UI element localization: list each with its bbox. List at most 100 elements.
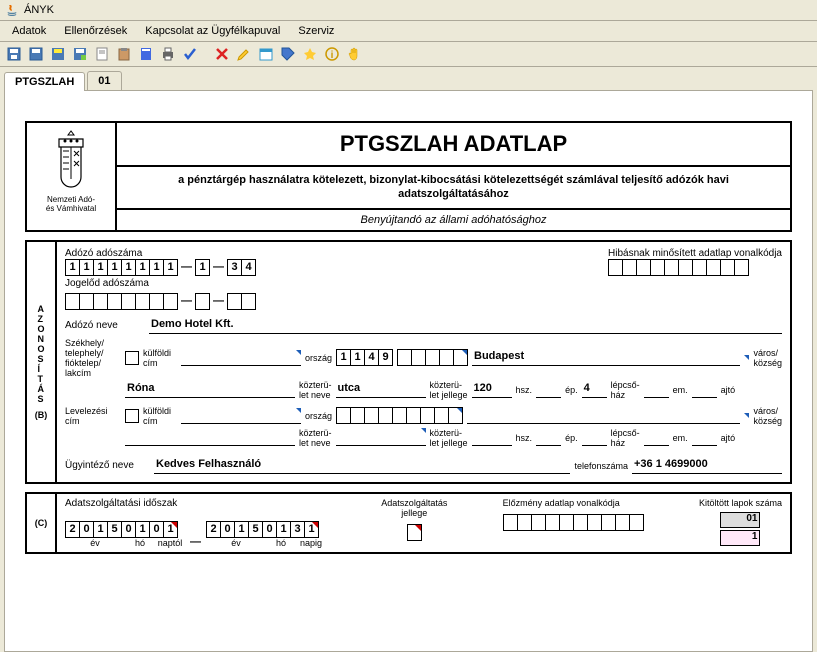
orszag-field-1[interactable] <box>181 350 301 366</box>
ajto-label-1: ajtó <box>721 385 736 395</box>
em-label-1: em. <box>673 385 688 395</box>
kulfoldi-checkbox-1[interactable] <box>125 351 139 365</box>
delete-icon[interactable] <box>212 44 232 64</box>
period-to[interactable]: 20150131 <box>206 521 326 538</box>
adoszam-end[interactable]: 34 <box>227 259 256 276</box>
kozterulet-field-2[interactable] <box>125 430 295 446</box>
section-c-letter: (C) <box>35 518 48 528</box>
save-icon[interactable] <box>4 44 24 64</box>
doc-icon[interactable] <box>92 44 112 64</box>
section-c-body: Adatszolgáltatási időszak 20150101 évhón… <box>57 494 790 552</box>
kozter-jelleg-field-2[interactable] <box>336 430 426 446</box>
kulfoldi-checkbox-2[interactable] <box>125 409 139 423</box>
telepules-dd-1[interactable] <box>744 355 749 360</box>
adozo-neve-field[interactable]: Demo Hotel Kft. <box>149 318 782 334</box>
telepules-field-2[interactable] <box>467 408 740 424</box>
ajto-field-2[interactable] <box>692 430 717 446</box>
kitoltott-ro: 01 <box>720 512 760 528</box>
irsz-cells[interactable]: 1149 <box>336 349 393 366</box>
book-icon[interactable] <box>136 44 156 64</box>
crest-icon <box>51 129 91 189</box>
telepules-field-1[interactable]: Budapest <box>472 350 740 366</box>
tag-icon[interactable] <box>278 44 298 64</box>
hibas-label: Hibásnak minősített adatlap vonalkódja <box>608 248 782 259</box>
calendar-icon[interactable] <box>256 44 276 64</box>
edit-icon[interactable] <box>234 44 254 64</box>
irsz-extra[interactable] <box>397 349 468 366</box>
adoszam-mid[interactable]: 1 <box>195 259 210 276</box>
adozo-neve-label: Adózó neve <box>65 320 145 331</box>
save-2-icon[interactable] <box>26 44 46 64</box>
period-from[interactable]: 20150101 <box>65 521 185 538</box>
ep-field-2[interactable] <box>536 430 561 446</box>
telepules-dd-2[interactable] <box>744 413 749 418</box>
kozter-jelleg-field-1[interactable]: utca <box>336 382 426 398</box>
form-subtitle: a pénztárgép használatra kötelezett, biz… <box>117 167 790 210</box>
hand-icon[interactable] <box>344 44 364 64</box>
adoszam-main[interactable]: 11111111 <box>65 259 178 276</box>
em-label-2: em. <box>673 433 688 443</box>
info-icon[interactable]: i <box>322 44 342 64</box>
svg-text:i: i <box>331 50 334 61</box>
levelezesi-label: Levelezési cím <box>65 406 121 426</box>
save-3-icon[interactable] <box>48 44 68 64</box>
jogelod-mid[interactable] <box>195 293 210 310</box>
kulfoldi-label-2: külföldi cím <box>143 406 177 426</box>
tab-ptgszlah[interactable]: PTGSZLAH <box>4 72 85 91</box>
lepcso-field-1[interactable]: 4 <box>582 382 607 398</box>
save-4-icon[interactable] <box>70 44 90 64</box>
jogelod-end[interactable] <box>227 293 256 310</box>
idoszak-label: Adatszolgáltatási időszak <box>65 498 326 509</box>
lepcso-label-1: lépcső- ház <box>611 380 640 400</box>
jelleg-label: Adatszolgáltatás jellege <box>381 498 447 518</box>
hsz-field-2[interactable] <box>472 430 512 446</box>
hsz-field-1[interactable]: 120 <box>472 382 512 398</box>
section-c-label: (C) <box>27 494 57 552</box>
header-box: Nemzeti Adó- és Vámhivatal PTGSZLAH ADAT… <box>25 121 792 232</box>
kozter-jelleg-label-2: közterü- let jellege <box>430 428 468 448</box>
kitoltott-label: Kitöltött lapok száma <box>699 498 782 508</box>
irsz-cells-2[interactable] <box>336 407 463 424</box>
kulfoldi-label-1: külföldi cím <box>143 348 177 368</box>
kozter-jelleg-label-1: közterü- let jellege <box>430 380 468 400</box>
szekhely-label: Székhely/ telephely/ fióktelep/ lakcím <box>65 338 121 378</box>
menu-adatok[interactable]: Adatok <box>4 23 54 39</box>
check-icon[interactable] <box>180 44 200 64</box>
header-text: PTGSZLAH ADATLAP a pénztárgép használatr… <box>117 123 790 230</box>
em-field-2[interactable] <box>644 430 669 446</box>
varos-label-2: város/ község <box>753 406 782 426</box>
kozterulet-field-1[interactable]: Róna <box>125 382 295 398</box>
em-field-1[interactable] <box>644 382 669 398</box>
print-icon[interactable] <box>158 44 178 64</box>
crest-cell: Nemzeti Adó- és Vámhivatal <box>27 123 117 230</box>
crest-text1: Nemzeti Adó- <box>29 195 113 204</box>
hibas-cells[interactable] <box>608 259 782 276</box>
kitoltott-input[interactable]: 1 <box>720 530 760 546</box>
telefon-field[interactable]: +36 1 4699000 <box>632 458 782 474</box>
menu-szerviz[interactable]: Szerviz <box>290 23 342 39</box>
ep-field-1[interactable] <box>536 382 561 398</box>
orszag-label-1: ország <box>305 353 332 363</box>
elozmeny-label: Előzmény adatlap vonalkódja <box>503 498 644 508</box>
kozter-neve-label-1: közterü- let neve <box>299 380 332 400</box>
jelleg-cell[interactable] <box>407 524 422 541</box>
jogelod-main[interactable] <box>65 293 178 310</box>
varos-label-1: város/ község <box>753 348 782 368</box>
lepcso-field-2[interactable] <box>582 430 607 446</box>
section-b-letter: (B) <box>35 410 48 420</box>
jogelod-label: Jogelőd adószáma <box>65 278 149 289</box>
ugyintezno-field[interactable]: Kedves Felhasználó <box>154 458 570 474</box>
menu-kapcsolat[interactable]: Kapcsolat az Ügyfélkapuval <box>137 23 288 39</box>
clipboard-icon[interactable] <box>114 44 134 64</box>
telefon-label: telefonszáma <box>574 461 628 471</box>
adoszam-label: Adózó adószáma <box>65 248 256 259</box>
star-icon[interactable] <box>300 44 320 64</box>
lepcso-label-2: lépcső- ház <box>611 428 640 448</box>
submit-to: Benyújtandó az állami adóhatósághoz <box>117 210 790 230</box>
elozmeny-cells[interactable] <box>503 514 644 531</box>
menu-ellenorzesek[interactable]: Ellenőrzések <box>56 23 135 39</box>
tab-01[interactable]: 01 <box>87 71 121 90</box>
orszag-field-2[interactable] <box>181 408 301 424</box>
ajto-field-1[interactable] <box>692 382 717 398</box>
hsz-label-1: hsz. <box>516 385 533 395</box>
